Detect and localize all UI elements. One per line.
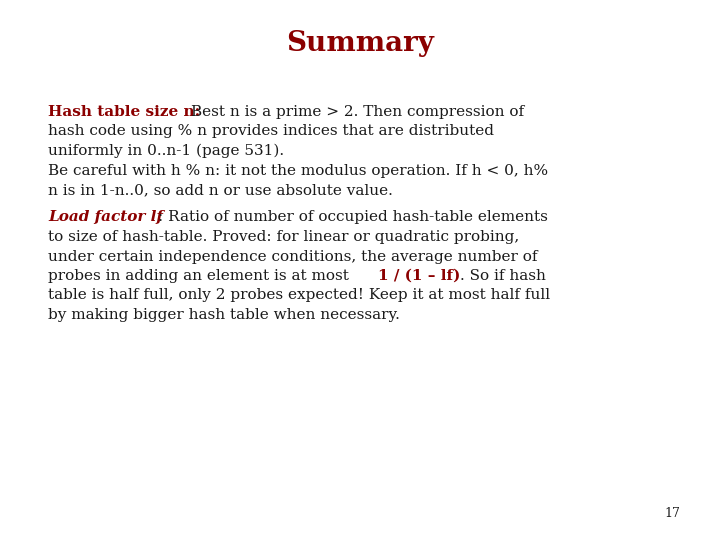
Text: by making bigger hash table when necessary.: by making bigger hash table when necessa… [48, 308, 400, 322]
Text: probes in adding an element is at most: probes in adding an element is at most [48, 269, 354, 283]
Text: n is in 1-n..0, so add n or use absolute value.: n is in 1-n..0, so add n or use absolute… [48, 183, 393, 197]
Text: to size of hash-table. Proved: for linear or quadratic probing,: to size of hash-table. Proved: for linea… [48, 230, 519, 244]
Text: Hash table size n:: Hash table size n: [48, 105, 205, 119]
Text: table is half full, only 2 probes expected! Keep it at most half full: table is half full, only 2 probes expect… [48, 288, 550, 302]
Text: under certain independence conditions, the average number of: under certain independence conditions, t… [48, 249, 538, 264]
Text: hash code using % n provides indices that are distributed: hash code using % n provides indices tha… [48, 125, 494, 138]
Text: 17: 17 [664, 507, 680, 520]
Text: . So if hash: . So if hash [460, 269, 546, 283]
Text: Load factor lf: Load factor lf [48, 211, 163, 225]
Text: : Ratio of number of occupied hash-table elements: : Ratio of number of occupied hash-table… [158, 211, 548, 225]
Text: 1 / (1 – lf): 1 / (1 – lf) [378, 269, 460, 283]
Text: uniformly in 0..n-1 (page 531).: uniformly in 0..n-1 (page 531). [48, 144, 284, 158]
Text: Summary: Summary [286, 30, 434, 57]
Text: Be careful with h % n: it not the modulus operation. If h < 0, h%: Be careful with h % n: it not the modulu… [48, 164, 548, 178]
Text: Best n is a prime > 2. Then compression of: Best n is a prime > 2. Then compression … [191, 105, 524, 119]
